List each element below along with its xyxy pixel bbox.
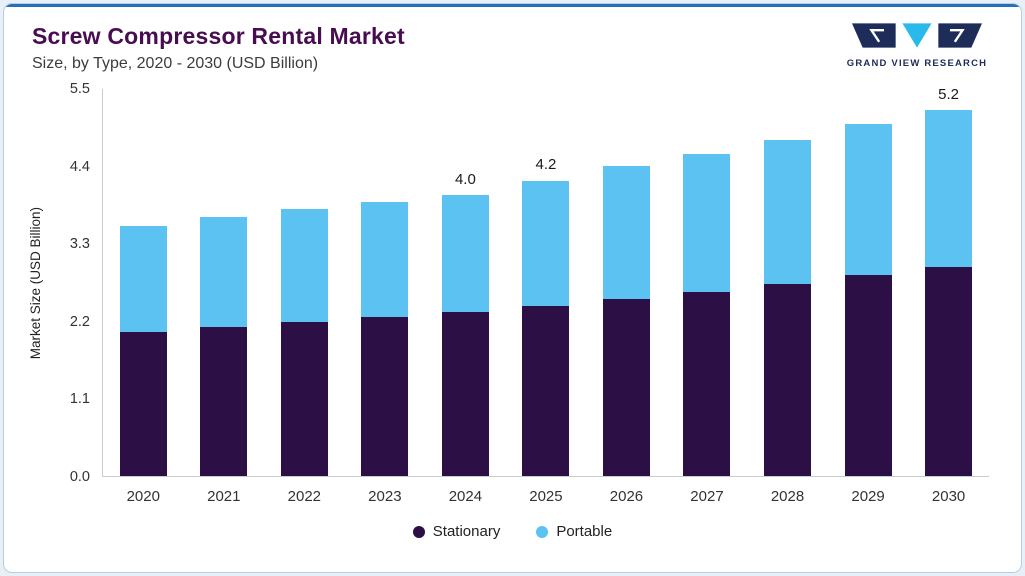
bar-segment-portable xyxy=(280,209,328,322)
x-tick-label: 2027 xyxy=(690,488,724,505)
legend-swatch-icon xyxy=(412,525,425,538)
bar-segment-portable xyxy=(361,201,409,317)
bar-segment-portable xyxy=(119,226,167,332)
bar-segment-stationary xyxy=(764,283,812,476)
y-axis-label: Market Size (USD Billion) xyxy=(27,206,43,360)
legend-swatch-icon xyxy=(536,525,549,538)
x-tick-label: 2029 xyxy=(851,488,885,505)
bar-segment-stationary xyxy=(602,299,650,476)
bar-2021: 2021 xyxy=(200,89,248,505)
legend-item-portable: Portable xyxy=(536,523,612,540)
y-tick-label: 2.2 xyxy=(69,313,90,330)
bar-segment-stationary xyxy=(119,331,167,476)
bar-segment-stationary xyxy=(441,312,489,476)
y-tick-label: 3.3 xyxy=(69,236,90,253)
chart-card: Screw Compressor Rental Market Size, by … xyxy=(3,3,1022,573)
bar-value-label: 4.2 xyxy=(535,156,557,174)
bar-2026: 2026 xyxy=(602,89,650,505)
bar-2020: 2020 xyxy=(119,89,167,505)
chart-region: Market Size (USD Billion) 0.0 1.1 2.2 3.3 4.… xyxy=(22,81,989,505)
grand-view-research-logo: GRAND VIEW RESEARCH xyxy=(843,21,991,69)
y-tick-label: 1.1 xyxy=(69,391,90,408)
bar-2022: 2022 xyxy=(280,89,328,505)
bar-segment-portable xyxy=(522,180,570,307)
bar-2023: 2023 xyxy=(361,89,409,505)
x-tick-label: 2030 xyxy=(931,488,966,505)
bar-segment-portable xyxy=(844,124,892,276)
x-tick-label: 2024 xyxy=(448,488,483,505)
bar-segment-stationary xyxy=(522,306,570,476)
bar-segment-stationary xyxy=(361,316,409,476)
bar-2024: 4.0 2024 xyxy=(441,89,489,505)
y-axis-label-wrap: Market Size (USD Billion) xyxy=(22,89,48,477)
bar-2029: 2029 xyxy=(844,89,892,505)
bar-segment-stationary xyxy=(280,321,328,476)
y-tick-label: 0.0 xyxy=(69,469,90,485)
y-tick-label: 5.5 xyxy=(69,81,90,97)
legend-label: Stationary xyxy=(432,523,501,540)
x-tick-label: 2025 xyxy=(529,488,563,505)
header: Screw Compressor Rental Market Size, by … xyxy=(4,7,1021,73)
bar-value-label: 5.2 xyxy=(938,86,959,104)
legend-item-stationary: Stationary xyxy=(412,523,501,540)
logo-mark-icon xyxy=(852,23,982,48)
bar-2028: 2028 xyxy=(764,89,812,505)
bar-2027: 2027 xyxy=(683,89,731,505)
bar-segment-stationary xyxy=(683,291,731,476)
x-tick-label: 2021 xyxy=(207,488,241,505)
plot-area: 2020 2021 2022 2023 4.0 2024 4.2 2025 2026 2027 20… xyxy=(102,86,989,505)
bar-segment-stationary xyxy=(200,326,248,476)
chart-title: Screw Compressor Rental Market xyxy=(32,23,405,49)
top-accent-bar xyxy=(4,4,1021,7)
x-tick-label: 2022 xyxy=(287,488,322,505)
y-tick-label: 4.4 xyxy=(69,158,90,175)
y-axis-ticks: 0.0 1.1 2.2 3.3 4.4 5.5 xyxy=(48,81,102,485)
logo-text: GRAND VIEW RESEARCH xyxy=(846,58,988,69)
bar-segment-stationary xyxy=(925,267,973,476)
bar-segment-portable xyxy=(764,139,812,284)
chart-subtitle: Size, by Type, 2020 - 2030 (USD Billion) xyxy=(32,55,319,72)
legend-label: Portable xyxy=(556,523,613,540)
x-tick-label: 2020 xyxy=(126,488,160,505)
bar-segment-portable xyxy=(200,217,248,327)
bar-2025: 4.2 2025 xyxy=(522,89,570,505)
x-tick-label: 2026 xyxy=(609,488,644,505)
bar-segment-portable xyxy=(602,166,650,300)
legend: Stationary Portable xyxy=(4,523,1021,540)
bar-segment-stationary xyxy=(844,275,892,476)
bar-segment-portable xyxy=(683,153,731,292)
x-tick-label: 2028 xyxy=(770,488,805,505)
bar-segment-portable xyxy=(441,194,489,313)
x-tick-label: 2023 xyxy=(368,488,402,505)
bar-segment-portable xyxy=(925,110,973,268)
bar-value-label: 4.0 xyxy=(454,170,476,188)
bar-2030: 5.2 2030 xyxy=(925,86,973,505)
